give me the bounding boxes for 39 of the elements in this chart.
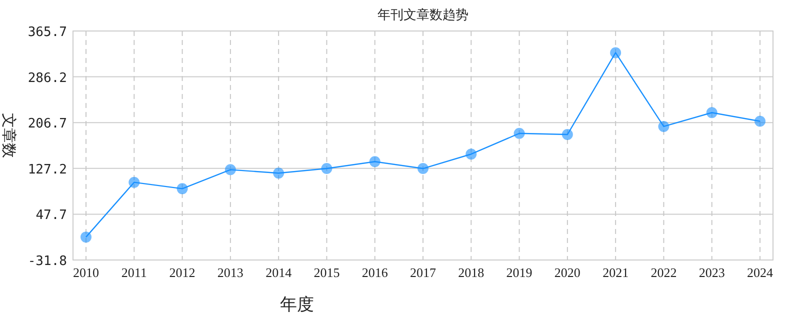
point (80, 232, 92, 243)
x-tick-label: 2017 (410, 265, 436, 280)
y-tick-label: -31.8 (28, 254, 67, 269)
point (128, 176, 140, 188)
y-tick-label: 206.7 (28, 116, 67, 132)
x-tick-label: 2020 (554, 265, 580, 280)
x-tick-label: 2018 (458, 265, 484, 280)
point (321, 163, 332, 174)
point (273, 168, 284, 179)
point (610, 47, 622, 58)
point (562, 129, 573, 140)
x-tick-label: 2015 (314, 265, 340, 280)
x-tick-label: 2024 (747, 265, 774, 280)
x-tick-label: 2016 (362, 265, 388, 280)
x-tick-label: 2010 (73, 265, 99, 280)
point (466, 148, 477, 160)
y-tick-label: 286.2 (28, 70, 67, 86)
x-tick-label: 2021 (602, 265, 629, 280)
point (658, 120, 670, 132)
point (224, 164, 236, 176)
chart-title: 年刊文章数趋势 (378, 7, 468, 22)
y-axis-title: 文章数 (0, 113, 17, 158)
point (706, 107, 718, 118)
point (176, 183, 188, 194)
point (514, 128, 525, 139)
x-tick-label: 2012 (169, 265, 196, 280)
point (754, 116, 766, 127)
x-tick-label: 2011 (121, 265, 147, 280)
x-tick-label: 2014 (266, 265, 292, 280)
y-tick-label: 365.7 (28, 25, 67, 40)
y-tick-label: 127.2 (28, 162, 67, 178)
x-tick-label: 2019 (506, 265, 532, 280)
point (369, 156, 380, 168)
point (418, 163, 428, 174)
x-tick-label: 2023 (698, 265, 725, 280)
y-tick-label: 47.7 (36, 208, 67, 224)
x-tick-label: 2022 (650, 265, 677, 280)
x-axis-title: 年度 (280, 295, 314, 314)
x-tick-label: 2013 (217, 265, 244, 280)
